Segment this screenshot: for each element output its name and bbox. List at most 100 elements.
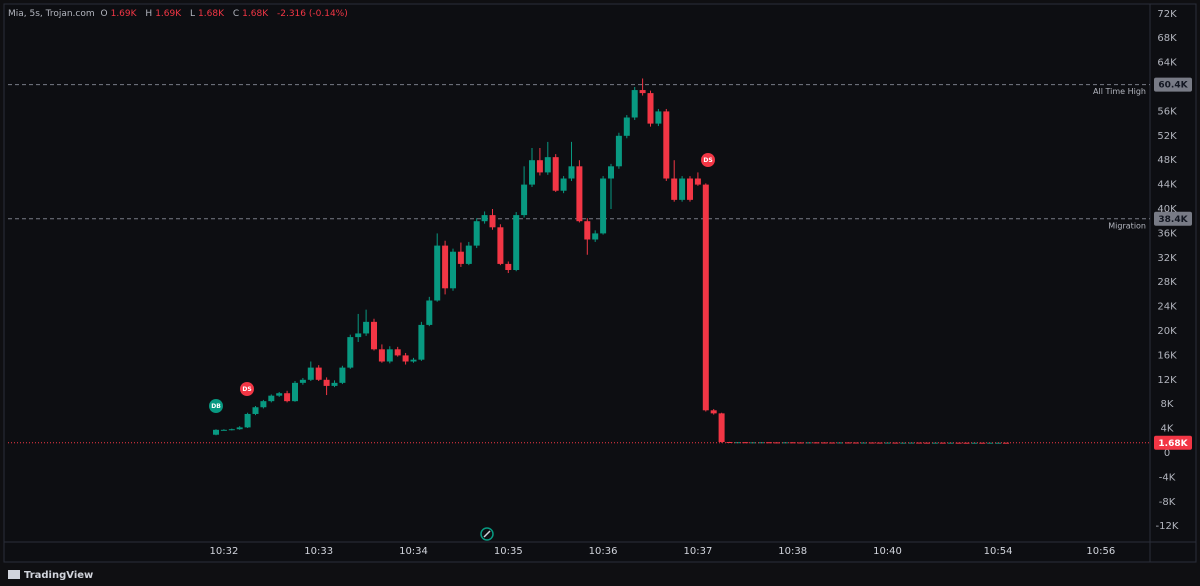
candle-body (552, 157, 559, 191)
marker-db[interactable]: DB (209, 399, 223, 413)
x-tick-label: 10:33 (304, 546, 333, 557)
candle-body (402, 355, 409, 362)
ohlc-value: 1.68K (242, 9, 269, 19)
candle-body (323, 379, 330, 386)
x-tick-label: 10:35 (494, 546, 523, 557)
ohlc-key: C (232, 9, 240, 19)
legend: Mia, 5s, Trojan.com O 1.69K H 1.69K L 1.68K… (8, 9, 351, 19)
ohlc-key: O (100, 9, 108, 19)
ohlc: H 1.69K (145, 9, 184, 19)
candle-body (355, 333, 362, 338)
x-tick-label: 10:34 (399, 546, 428, 557)
last-price-box (1154, 435, 1192, 450)
candle-body (292, 382, 298, 402)
candle-body (378, 349, 385, 362)
y-tick-label: 20K (1157, 326, 1177, 337)
candle-body (963, 442, 970, 444)
candle-body (663, 111, 670, 179)
edit-icon[interactable] (480, 527, 494, 541)
candle-body (892, 442, 899, 444)
ohlc-key: H (145, 9, 153, 19)
level-label-box (1154, 77, 1192, 92)
candle-body (955, 442, 962, 444)
candle-body (236, 427, 243, 430)
candle-body (544, 157, 551, 173)
candle-body (805, 442, 812, 444)
level-name: All Time High (1093, 87, 1146, 96)
y-tick-label: 8K (1161, 399, 1174, 410)
y-tick-label: 56K (1157, 106, 1177, 117)
candle-body (213, 429, 219, 435)
y-tick-label: 68K (1157, 33, 1177, 44)
brand: TradingView (24, 570, 94, 581)
y-tick-label: 28K (1157, 277, 1177, 288)
candle-body (584, 221, 591, 240)
candle-body (347, 337, 354, 368)
candle-body (639, 90, 646, 94)
y-tick-label: 72K (1157, 9, 1177, 20)
candle-body (536, 160, 543, 173)
candle-body (442, 245, 449, 289)
y-tick-label: 44K (1157, 180, 1177, 191)
candle-body (339, 367, 346, 383)
y-tick-label: 36K (1157, 228, 1177, 239)
candle-body (529, 160, 535, 185)
candle-body (244, 413, 251, 428)
y-tick-label: 40K (1157, 204, 1177, 215)
x-tick-label: 10:37 (683, 546, 712, 557)
candle-body (679, 178, 686, 200)
candle-body (228, 429, 235, 431)
y-tick-label: 64K (1157, 58, 1177, 69)
candle-body (647, 93, 654, 124)
level-label: 38.4K (1158, 215, 1188, 225)
y-tick-label: 24K (1157, 302, 1177, 313)
marker-ds[interactable]: DS (701, 153, 715, 167)
ohlc-value: 1.68K (198, 9, 224, 19)
x-tick-label: 10:40 (873, 546, 902, 557)
candle-body (789, 442, 796, 444)
candle-body (742, 442, 749, 444)
ohlc: L 1.68K (190, 9, 227, 19)
candle-body (426, 300, 433, 325)
marker-label: DS (242, 386, 251, 393)
candle-body (481, 215, 488, 222)
candle-body (829, 442, 836, 444)
symbol-title: Mia, 5s, Trojan.com (8, 9, 95, 19)
y-tick-label: 12K (1157, 375, 1177, 386)
candle-body (521, 184, 528, 216)
marker-ds[interactable]: DS (240, 382, 254, 396)
candle-body (987, 442, 994, 444)
candle-body (939, 442, 946, 444)
candle-body (489, 215, 496, 228)
candle-body (750, 442, 757, 444)
y-tick-label: 52K (1157, 131, 1177, 142)
ohlc: O 1.69K (101, 9, 140, 19)
candle-body (418, 324, 425, 360)
candle-body (718, 413, 725, 443)
marker-label: DB (211, 403, 221, 410)
candle-body (371, 321, 377, 350)
candle-body (410, 359, 417, 362)
candle-body (608, 166, 614, 179)
candle-body (655, 111, 662, 124)
ohlc: C 1.68K (233, 9, 271, 19)
x-tick-label: 10:38 (778, 546, 807, 557)
candle-body (505, 263, 512, 271)
x-tick-label: 10:36 (589, 546, 618, 557)
candle-body (576, 166, 583, 222)
candle-body (473, 221, 480, 246)
candle-body (931, 442, 938, 444)
last-price-label: 1.68K (1158, 439, 1188, 449)
marker-label: DS (703, 157, 712, 164)
candle-body (592, 233, 599, 240)
y-tick-label: 4K (1161, 424, 1174, 435)
ohlc-key: L (190, 9, 196, 19)
candle-body (979, 442, 986, 444)
candle-body (268, 395, 275, 402)
y-tick-label: -12K (1156, 521, 1179, 532)
candle-body (331, 382, 338, 386)
candle-body (615, 135, 622, 167)
y-tick-label: 48K (1157, 155, 1177, 166)
y-tick-label: -4K (1159, 472, 1176, 483)
